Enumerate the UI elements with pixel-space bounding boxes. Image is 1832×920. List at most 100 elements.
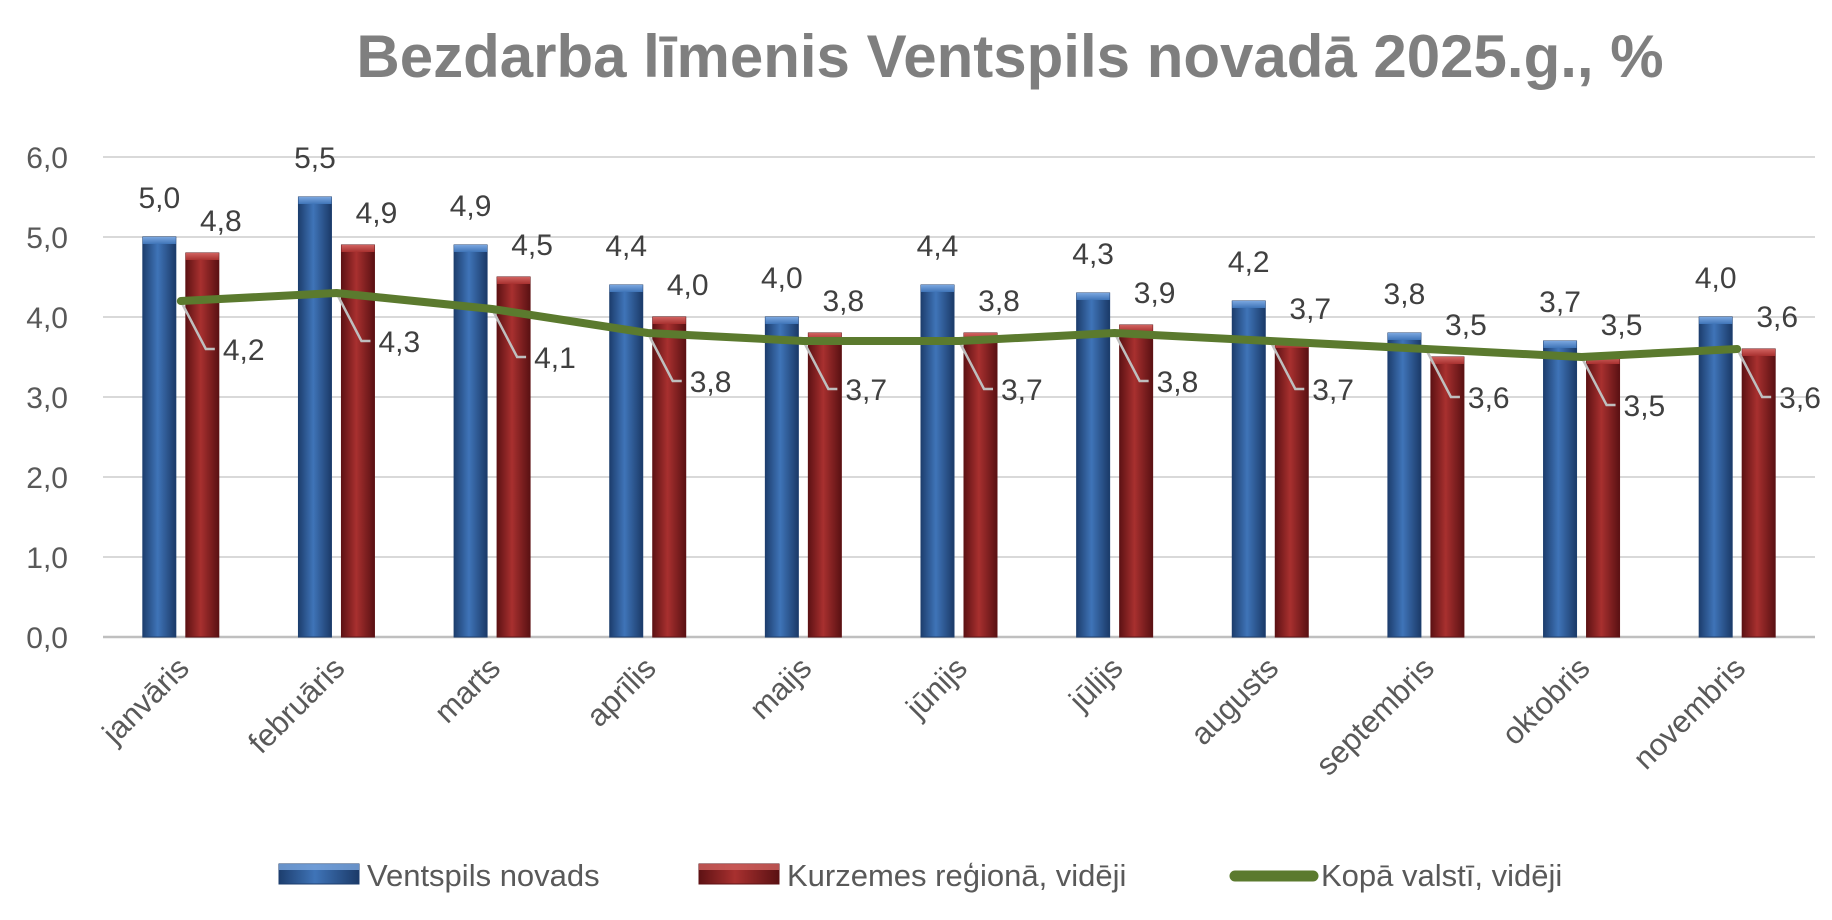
national-point: [1734, 346, 1741, 352]
data-label-national: 3,6: [1779, 382, 1821, 415]
leader-line: [1424, 348, 1460, 399]
data-label-national: 4,1: [534, 342, 576, 375]
leader-line: [802, 340, 838, 391]
bar-ventspils: [1698, 316, 1733, 638]
data-label-national: 3,8: [1157, 366, 1199, 399]
data-label-kurzeme: 3,6: [1756, 301, 1798, 334]
category-label: janvāris: [95, 650, 196, 751]
x-axis: janvāris februāris marts aprīlis maijs jūnijs…: [95, 650, 1752, 782]
category-label: novembris: [1626, 650, 1752, 776]
category-label: marts: [427, 650, 507, 730]
national-point: [1267, 338, 1274, 344]
category-label: oktobris: [1495, 650, 1597, 752]
national-point: [800, 338, 807, 344]
data-label-ventspils: 4,0: [761, 262, 803, 295]
y-tick-label: 2,0: [26, 462, 68, 495]
category-label: septembris: [1309, 650, 1441, 782]
leader-line: [179, 300, 215, 351]
data-label-ventspils: 5,5: [294, 142, 336, 175]
legend: Ventspils novads Kurzemes reģionā, vidēj…: [278, 858, 1562, 893]
data-label-national: 3,7: [1001, 374, 1043, 407]
bar-kurzeme-cap: [1586, 357, 1620, 364]
y-tick-label: 1,0: [26, 542, 68, 575]
bar-ventspils: [764, 316, 799, 638]
bar-kurzeme: [807, 332, 842, 638]
grid: [103, 156, 1815, 639]
data-label-kurzeme: 3,8: [978, 285, 1020, 318]
bar-ventspils-cap: [1232, 301, 1266, 308]
bar-kurzeme: [185, 252, 220, 638]
national-point: [644, 330, 651, 336]
bar-kurzeme: [1430, 356, 1465, 638]
legend-swatch-ventspils-highlight: [279, 864, 359, 870]
chart-title: Bezdarba līmenis Ventspils novadā 2025.g…: [356, 23, 1663, 90]
data-label-kurzeme: 3,7: [1289, 293, 1331, 326]
national-point: [1422, 346, 1429, 352]
bar-ventspils-cap: [609, 285, 643, 292]
data-label-kurzeme: 4,9: [356, 197, 398, 230]
category-label: jūnijs: [899, 650, 974, 725]
category-label: aprīlis: [579, 650, 662, 733]
data-label-national: 3,7: [845, 374, 887, 407]
bar-ventspils-cap: [1699, 317, 1733, 324]
bar-ventspils-cap: [765, 317, 799, 324]
national-point: [1578, 354, 1585, 360]
y-axis: 0,0 1,0 2,0 3,0 4,0 5,0 6,0: [26, 142, 68, 655]
legend-label-national: Kopā valstī, vidēji: [1321, 858, 1562, 893]
legend-item-ventspils: Ventspils novads: [278, 858, 600, 893]
bar-ventspils: [1543, 340, 1578, 638]
data-label-ventspils: 3,7: [1539, 286, 1581, 319]
data-label-kurzeme: 3,5: [1445, 309, 1487, 342]
bars: [142, 196, 1776, 638]
bar-kurzeme-cap: [341, 245, 375, 252]
data-labels: 5,0 5,5 4,9 4,4 4,0 4,4 4,3 4,2 3,8 3,7 4,0 4,8 4,9 4…: [138, 142, 1820, 423]
bar-ventspils-cap: [1387, 333, 1421, 340]
bar-kurzeme-cap: [1119, 325, 1153, 332]
data-label-kurzeme: 4,5: [511, 229, 553, 262]
data-label-national: 3,8: [690, 366, 732, 399]
bar-kurzeme: [652, 316, 687, 638]
bar-ventspils-cap: [298, 197, 332, 204]
bar-ventspils: [1231, 300, 1266, 638]
leader-line: [1269, 340, 1305, 391]
data-label-ventspils: 5,0: [138, 182, 180, 215]
legend-item-kurzeme: Kurzemes reģionā, vidēji: [698, 858, 1126, 893]
bar-kurzeme: [340, 244, 375, 638]
data-label-ventspils: 4,4: [605, 230, 647, 263]
national-line: [176, 289, 1742, 361]
data-label-ventspils: 4,3: [1072, 238, 1114, 271]
leader-line: [490, 308, 527, 359]
national-point: [489, 306, 496, 312]
data-label-kurzeme: 3,8: [823, 285, 865, 318]
data-label-national: 3,5: [1624, 390, 1666, 423]
y-tick-label: 5,0: [26, 222, 68, 255]
leader-line: [1580, 356, 1616, 407]
bar-kurzeme-cap: [808, 333, 842, 340]
category-label: maijs: [742, 650, 818, 726]
data-label-ventspils: 4,9: [450, 190, 492, 223]
category-label: augusts: [1184, 650, 1286, 752]
leader-line: [335, 292, 371, 343]
data-label-national: 4,3: [378, 326, 420, 359]
y-tick-label: 0,0: [26, 622, 68, 655]
legend-label-kurzeme: Kurzemes reģionā, vidēji: [787, 858, 1126, 893]
bar-kurzeme: [1274, 340, 1309, 638]
y-tick-label: 6,0: [26, 142, 68, 175]
data-label-kurzeme: 3,5: [1601, 309, 1643, 342]
bar-kurzeme-cap: [185, 253, 219, 260]
data-label-national: 3,6: [1468, 382, 1510, 415]
category-label: februāris: [241, 650, 351, 760]
bar-ventspils: [1076, 292, 1111, 638]
leader-line: [1736, 348, 1772, 399]
y-tick-label: 3,0: [26, 382, 68, 415]
data-label-kurzeme: 4,0: [667, 269, 709, 302]
data-label-ventspils: 3,8: [1384, 278, 1426, 311]
bar-ventspils: [297, 196, 332, 638]
leader-line: [1113, 332, 1149, 383]
data-label-kurzeme: 3,9: [1134, 277, 1176, 310]
legend-item-national: Kopā valstī, vidēji: [1229, 858, 1562, 893]
bar-ventspils-cap: [921, 285, 954, 292]
data-label-national: 3,7: [1312, 374, 1354, 407]
data-label-ventspils: 4,0: [1695, 262, 1737, 295]
